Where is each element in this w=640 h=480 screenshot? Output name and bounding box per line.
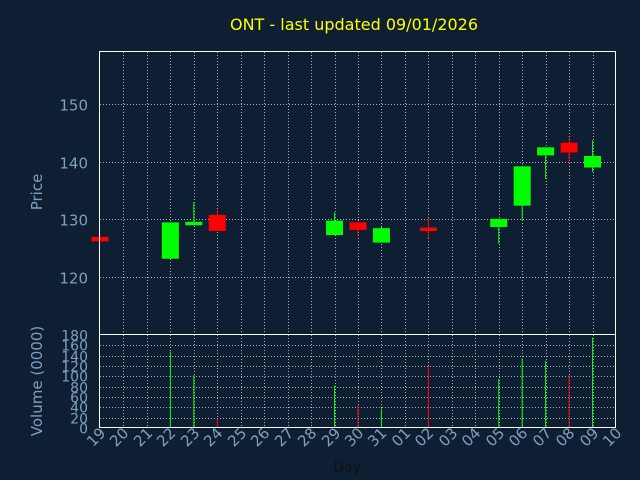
candle-body (584, 155, 602, 168)
price-tick-label: 120 (59, 270, 88, 288)
price-tick-label: 140 (59, 155, 88, 173)
price-candles (91, 137, 602, 259)
candle-body (560, 142, 578, 153)
price-grid (100, 52, 616, 335)
x-axis-label: Day (333, 460, 361, 476)
x-tick-label: 28 (294, 424, 320, 450)
candle-body (490, 218, 508, 227)
price-axis-label: Price (28, 174, 46, 211)
x-tick-label: 10 (599, 424, 625, 450)
volume-tick-label: 160 (61, 339, 88, 355)
x-tick-label: 06 (505, 424, 531, 450)
candle-body (185, 221, 203, 226)
price-tick-label: 150 (59, 97, 88, 115)
x-tick-label: 24 (200, 424, 226, 450)
candle-body (419, 227, 437, 232)
volume-axis-label: Volume (0000) (28, 326, 46, 436)
volume-tick-label: 40 (70, 401, 88, 417)
volume-plot-frame (99, 334, 616, 428)
x-tick-label: 20 (106, 424, 132, 450)
chart-title: ONT - last updated 09/01/2026 (230, 15, 478, 34)
volume-tick-label: 180 (61, 329, 88, 345)
x-tick-label: 04 (458, 424, 484, 450)
candle-body (372, 228, 390, 243)
candle-body (161, 222, 179, 259)
volume-tick-label: 140 (61, 350, 88, 366)
price-plot-frame (99, 51, 616, 335)
x-tick-label: 26 (247, 424, 273, 450)
volume-tick-label: 80 (70, 381, 88, 397)
x-tick-label: 22 (153, 424, 179, 450)
price-ticks: 120 130 140 150 (59, 97, 88, 288)
x-ticks: 1920212223242526272829303101020304050607… (83, 424, 625, 450)
candle-body (349, 222, 367, 230)
volume-tick-label: 0 (79, 422, 88, 438)
candle-body (537, 147, 555, 156)
x-tick-label: 02 (411, 424, 437, 450)
x-tick-label: 31 (364, 424, 390, 450)
volume-tick-label: 100 (61, 370, 88, 386)
volume-tick-label: 20 (70, 412, 88, 428)
candle-body (208, 214, 226, 232)
x-tick-label: 08 (552, 424, 578, 450)
candle-body (326, 220, 344, 236)
volume-tick-label: 120 (61, 360, 88, 376)
price-tick-label: 130 (59, 212, 88, 230)
candle-body (513, 166, 531, 206)
volume-tick-label: 60 (70, 391, 88, 407)
volume-bars (99, 337, 594, 428)
